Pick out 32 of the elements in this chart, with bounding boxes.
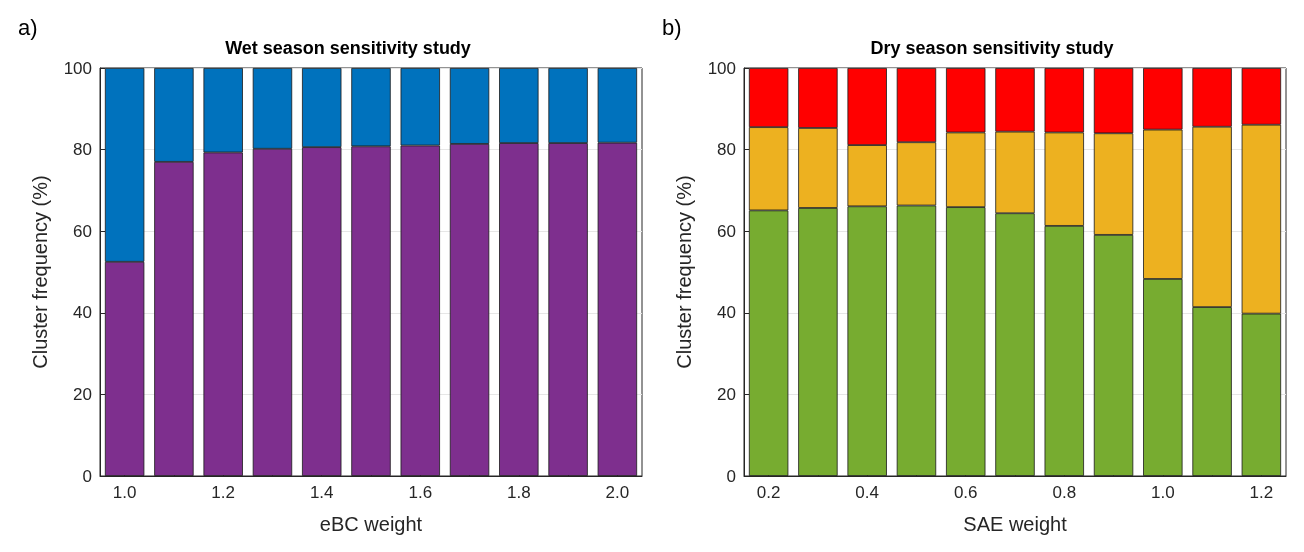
y-tick-label: 20 (73, 384, 92, 404)
x-tick-label: 1.4 (309, 483, 334, 502)
y-tick-label: 0 (82, 466, 92, 486)
y-tick-label: 100 (707, 58, 736, 78)
y-tick-label: 80 (73, 140, 92, 160)
x-axis-title: SAE weight (963, 513, 1068, 535)
x-tick-label: 1.2 (1249, 483, 1274, 502)
x-tick-label: 0.2 (756, 483, 781, 502)
x-tick-label: 1.8 (507, 483, 531, 502)
x-tick-label: 1.0 (112, 483, 137, 502)
y-axis-title: Cluster frequency (%) (673, 175, 695, 369)
y-tick-label: 60 (717, 221, 736, 241)
y-axis-title: Cluster frequency (%) (29, 175, 51, 369)
y-tick-label: 80 (717, 140, 736, 160)
x-tick-label: 2.0 (605, 483, 630, 502)
x-tick-label: 0.6 (953, 483, 978, 502)
y-tick-label: 20 (717, 384, 736, 404)
chart-title: Dry season sensitivity study (870, 38, 1114, 58)
y-tick-label: 40 (717, 303, 736, 323)
x-tick-label: 1.2 (211, 483, 235, 502)
text: b) (662, 14, 682, 40)
y-tick-label: 100 (63, 58, 92, 78)
x-tick-label: 0.8 (1052, 483, 1077, 502)
y-tick-label: 0 (726, 466, 736, 486)
x-tick-label: 1.6 (408, 483, 433, 502)
x-tick-label: 1.0 (1151, 483, 1175, 502)
x-tick-label: 0.4 (855, 483, 879, 502)
y-tick-label: 40 (73, 303, 92, 323)
x-axis-title: eBC weight (319, 513, 423, 535)
y-tick-label: 60 (73, 221, 92, 241)
text: a) (18, 14, 38, 40)
chart-title: Wet season sensitivity study (225, 38, 471, 58)
